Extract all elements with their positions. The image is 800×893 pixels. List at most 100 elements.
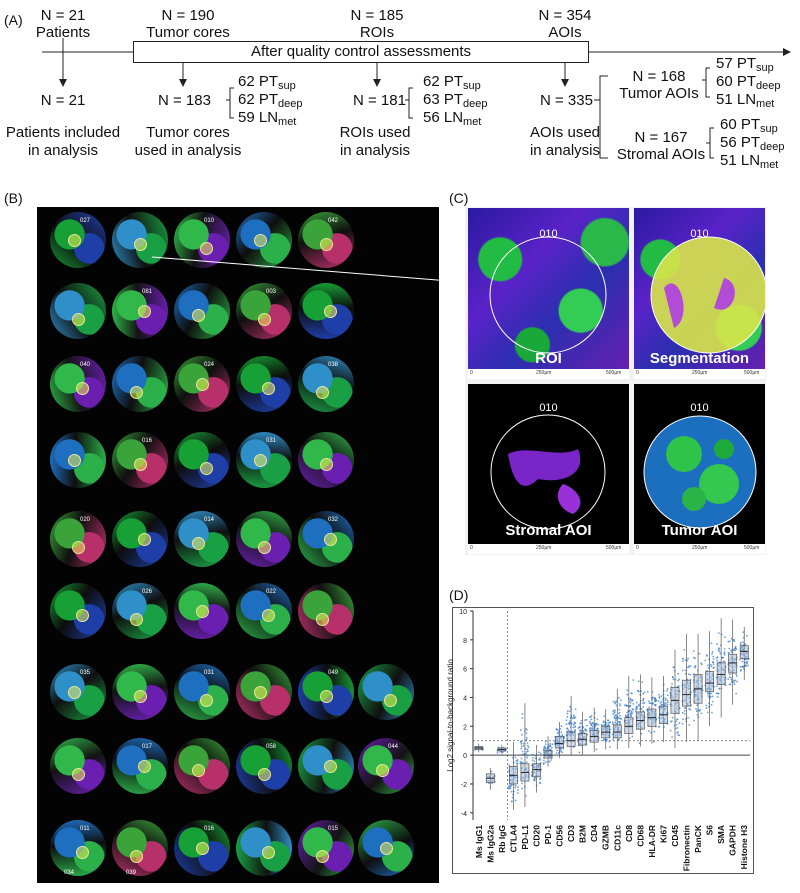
data-point [722, 660, 725, 663]
core-roi-marker [262, 382, 275, 395]
stromal-label: Stromal AOI [505, 522, 592, 539]
data-point [642, 699, 645, 702]
data-point [523, 753, 525, 756]
data-point [548, 760, 551, 763]
data-point [579, 730, 582, 733]
data-point [681, 660, 684, 663]
data-point [672, 678, 675, 681]
data-point [573, 721, 576, 724]
x-tick-label: CD68 [635, 825, 645, 847]
stromal-overlay [490, 414, 606, 530]
stromal-aois-count: N = 167 [634, 129, 688, 146]
y-tick-label: 8 [463, 638, 467, 645]
core-roi-marker [192, 764, 205, 777]
core-roi-marker [316, 850, 329, 863]
data-point [687, 657, 689, 660]
x-tick-label: Ms IgG2a [485, 825, 495, 863]
data-point [580, 719, 583, 722]
data-point [642, 710, 645, 712]
x-tick-label: S6 [705, 825, 715, 836]
panel-c-letter: (C) [449, 190, 469, 206]
core-roi-marker [320, 690, 333, 703]
data-point [637, 704, 640, 706]
tissue-core [50, 664, 106, 720]
data-point [612, 700, 615, 703]
data-point [684, 672, 687, 675]
data-point [682, 718, 685, 721]
segmentation-scale: 0 250µm 500µm [634, 369, 765, 379]
data-point [729, 673, 731, 676]
aois-count: N = 354 [538, 7, 592, 24]
data-point [539, 762, 542, 764]
data-point [585, 729, 587, 732]
core-roi-marker [258, 768, 271, 781]
tissue-core [236, 283, 292, 339]
data-point [635, 701, 638, 704]
core-id: 026 [142, 589, 153, 595]
y-tick-label: 10 [459, 609, 467, 616]
data-point [735, 675, 738, 677]
data-point [710, 692, 712, 695]
tumor-split-pt-deep: 60 PTdeep [716, 73, 781, 92]
roi-circle [489, 236, 607, 354]
box [716, 662, 726, 685]
data-point [626, 714, 629, 716]
cores-label: Tumor cores [146, 24, 230, 41]
tissue-core [298, 511, 354, 567]
data-point [509, 785, 512, 788]
data-point [559, 727, 562, 730]
data-point [549, 748, 552, 751]
data-point [520, 757, 523, 760]
tissue-core [236, 432, 292, 488]
data-point [735, 692, 738, 695]
data-point [556, 728, 559, 731]
data-point [688, 723, 691, 726]
patients-count: N = 21 [40, 7, 86, 24]
data-point [635, 707, 638, 709]
core-id: 011 [80, 826, 90, 832]
tissue-core [236, 511, 292, 567]
core-roi-marker [196, 378, 209, 391]
data-point [730, 649, 733, 651]
x-tick-label: CTLA4 [508, 825, 518, 853]
core-id: 031 [266, 438, 277, 444]
box [624, 717, 634, 734]
data-point [654, 704, 657, 706]
data-point [666, 703, 669, 706]
y-axis-label: Log2 signal-to-background ratio [446, 659, 455, 772]
data-point [711, 711, 713, 714]
qc-box: After quality control assessments [133, 41, 589, 63]
data-point [539, 758, 542, 761]
x-tick-label: PD-1 [543, 825, 553, 845]
segmentation-label: Segmentation [649, 350, 750, 367]
data-point [658, 697, 661, 699]
data-point [613, 711, 616, 714]
data-point [524, 752, 527, 755]
data-point [568, 722, 570, 725]
data-point [632, 708, 635, 711]
box [682, 679, 691, 707]
data-point [693, 719, 695, 722]
data-point [707, 664, 709, 667]
core-roi-marker [130, 613, 143, 626]
data-point [734, 649, 736, 652]
data-point [526, 742, 529, 745]
data-point [675, 723, 678, 726]
data-point [689, 708, 692, 711]
rois-split-pt-sup: 62 PTsup [423, 73, 481, 92]
data-point [573, 714, 575, 717]
data-point [730, 676, 732, 679]
data-point [490, 770, 493, 773]
data-point [612, 710, 615, 713]
data-point [727, 640, 730, 643]
core-id: 044 [388, 744, 399, 750]
data-point [631, 712, 634, 715]
data-point [709, 663, 712, 666]
box [532, 763, 541, 778]
data-point [677, 734, 680, 736]
x-tick-label: Histone H3 [739, 825, 749, 870]
x-tick-label: PanCK [693, 824, 703, 853]
core-roi-marker [68, 454, 81, 467]
data-point [520, 761, 523, 764]
data-point [746, 660, 749, 663]
